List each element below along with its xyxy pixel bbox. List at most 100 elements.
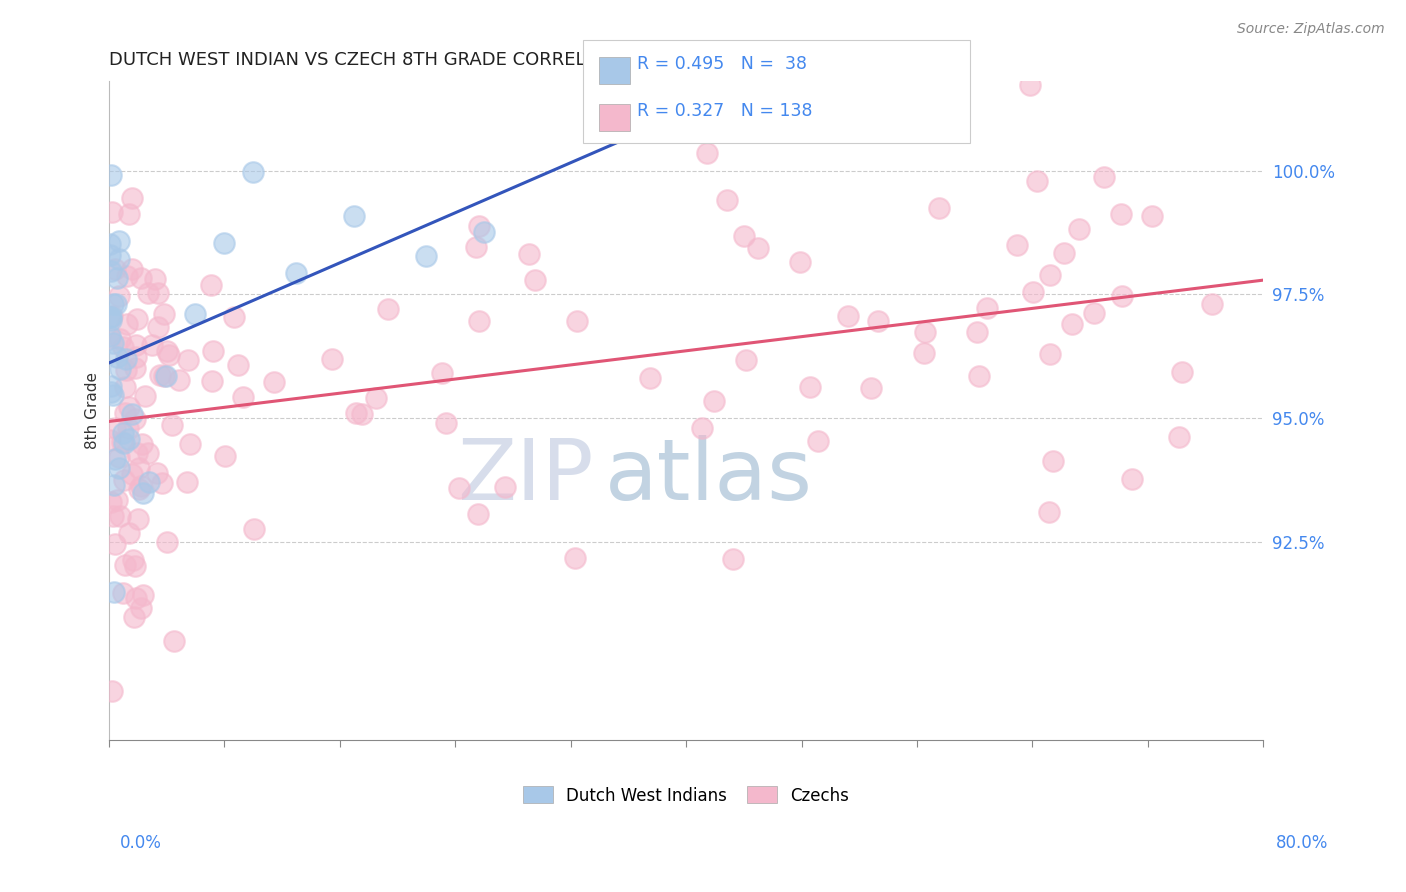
Text: 80.0%: 80.0%: [1277, 834, 1329, 852]
Point: [789, 255, 811, 269]
Point: [98, 329, 121, 343]
Point: [242, 165, 264, 179]
Point: [150, 475, 173, 490]
Point: [98, 331, 121, 345]
Point: [132, 588, 155, 602]
Point: [721, 552, 744, 566]
Point: [111, 425, 134, 440]
Point: [124, 360, 146, 375]
Point: [912, 345, 935, 359]
Point: [114, 380, 136, 394]
Point: [143, 271, 166, 285]
Point: [464, 240, 486, 254]
Point: [104, 421, 127, 435]
Point: [115, 351, 138, 366]
Point: [1042, 453, 1064, 467]
Point: [468, 219, 491, 233]
Point: [212, 236, 235, 251]
Point: [177, 353, 200, 368]
Point: [98, 433, 121, 447]
Text: R = 0.327   N = 138: R = 0.327 N = 138: [637, 103, 813, 120]
Point: [121, 191, 143, 205]
Point: [110, 332, 132, 346]
Point: [98, 247, 121, 261]
Point: [108, 508, 131, 523]
Point: [112, 340, 135, 354]
Point: [127, 512, 149, 526]
Point: [703, 394, 725, 409]
Point: [100, 264, 122, 278]
Point: [415, 249, 437, 263]
Legend: Dutch West Indians, Czechs: Dutch West Indians, Czechs: [516, 780, 856, 811]
Point: [1060, 318, 1083, 332]
Point: [200, 277, 222, 292]
Point: [125, 350, 148, 364]
Point: [472, 225, 495, 239]
Point: [114, 406, 136, 420]
Point: [733, 228, 755, 243]
Point: [321, 352, 343, 367]
Point: [148, 286, 170, 301]
Point: [101, 297, 124, 311]
Point: [101, 205, 124, 219]
Point: [966, 325, 988, 339]
Point: [224, 310, 246, 324]
Point: [468, 314, 491, 328]
Point: [1170, 365, 1192, 379]
Point: [1053, 246, 1076, 260]
Point: [121, 261, 143, 276]
Point: [152, 307, 174, 321]
Point: [132, 485, 155, 500]
Point: [967, 369, 990, 384]
Point: [100, 379, 122, 393]
Point: [155, 369, 177, 384]
Point: [108, 362, 131, 376]
Point: [806, 434, 828, 449]
Point: [735, 353, 758, 368]
Point: [131, 436, 153, 450]
Point: [696, 145, 718, 160]
Point: [138, 446, 160, 460]
Point: [494, 480, 516, 494]
Point: [124, 558, 146, 573]
Point: [1018, 78, 1040, 93]
Point: [160, 417, 183, 432]
Point: [1168, 430, 1191, 444]
Point: [100, 310, 122, 325]
Point: [747, 241, 769, 255]
Point: [121, 407, 143, 421]
Point: [564, 551, 586, 566]
Point: [103, 477, 125, 491]
Point: [101, 508, 124, 523]
Point: [467, 508, 489, 522]
Point: [104, 452, 127, 467]
Point: [114, 362, 136, 376]
Point: [118, 207, 141, 221]
Point: [128, 482, 150, 496]
Y-axis label: 8th Grade: 8th Grade: [86, 372, 100, 450]
Point: [112, 436, 135, 450]
Point: [214, 449, 236, 463]
Point: [1111, 206, 1133, 220]
Point: [866, 313, 889, 327]
Point: [352, 407, 374, 421]
Point: [121, 552, 143, 566]
Point: [285, 267, 308, 281]
Point: [129, 270, 152, 285]
Point: [112, 473, 135, 487]
Point: [242, 522, 264, 536]
Point: [138, 475, 160, 489]
Point: [1022, 285, 1045, 299]
Point: [98, 310, 121, 324]
Point: [1005, 238, 1028, 252]
Text: atlas: atlas: [605, 435, 813, 518]
Point: [134, 388, 156, 402]
Point: [118, 525, 141, 540]
Point: [263, 375, 285, 389]
Point: [914, 325, 936, 339]
Point: [100, 310, 122, 324]
Point: [129, 600, 152, 615]
Point: [105, 493, 128, 508]
Point: [111, 434, 134, 449]
Point: [118, 432, 141, 446]
